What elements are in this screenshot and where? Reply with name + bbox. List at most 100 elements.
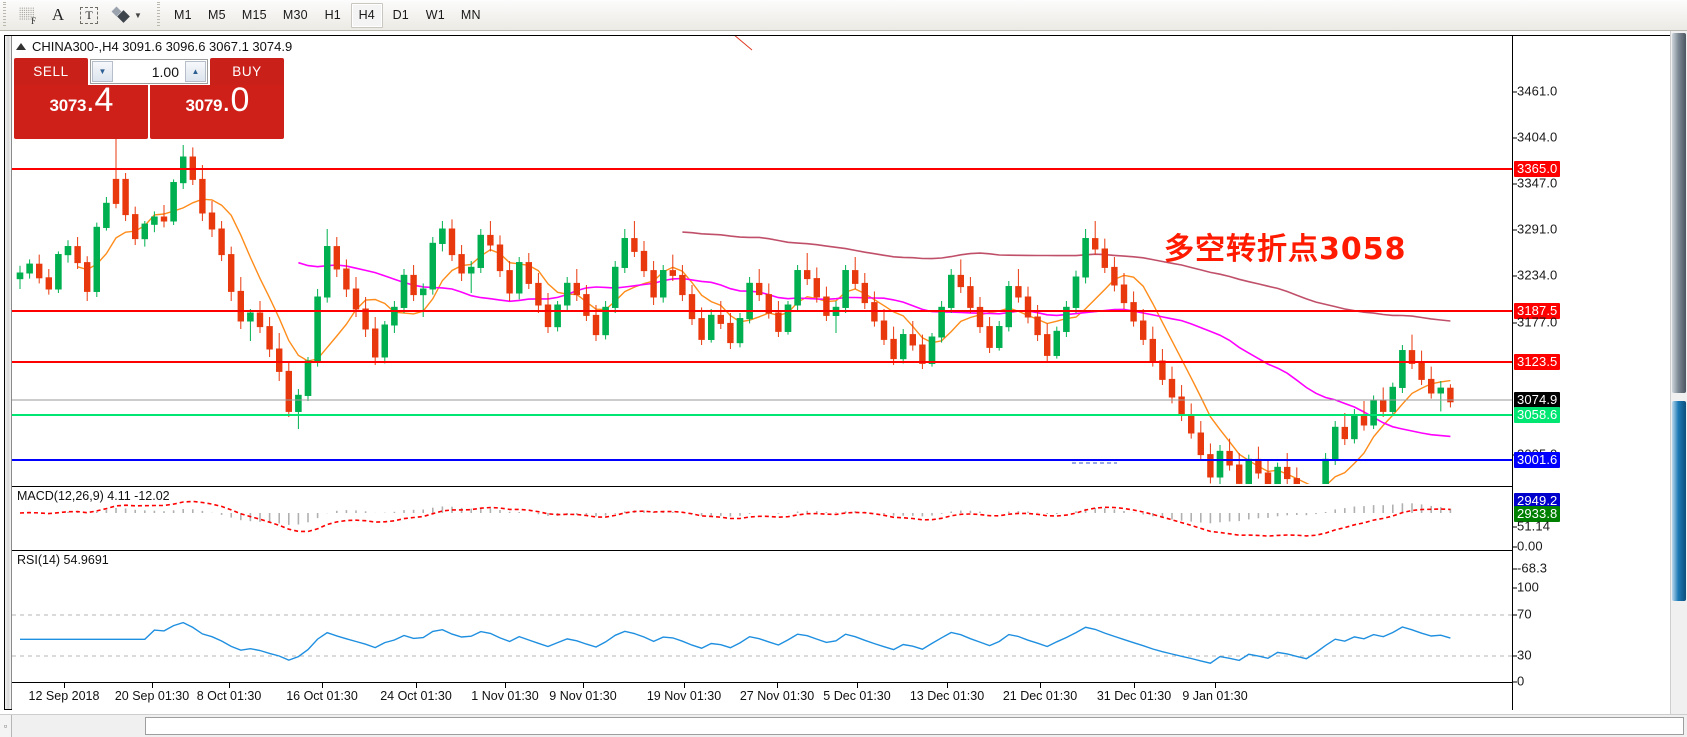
buy-label[interactable]: BUY (210, 58, 284, 85)
collapse-triangle-icon[interactable] (16, 43, 26, 50)
toolbar-grip-2[interactable] (154, 2, 164, 28)
price-label-3123-5: 3123.5 (1514, 354, 1561, 370)
candle-body (487, 234, 494, 246)
timeframe-m1[interactable]: M1 (174, 8, 192, 22)
text-box-icon[interactable]: T (74, 3, 104, 28)
time-label: 21 Dec 01:30 (1002, 689, 1078, 703)
scrollbar-thumb-upper[interactable] (1672, 33, 1686, 393)
crosshair-f-icon[interactable]: F (13, 3, 42, 28)
timeframe-m5[interactable]: M5 (208, 8, 226, 22)
candle-body (1159, 360, 1166, 380)
candle-body (160, 216, 168, 222)
status-bar: ▫ (0, 714, 1687, 737)
price-label--68-3: -68.3 (1513, 561, 1547, 576)
candle-body-fill (429, 242, 437, 290)
toolbar-grip-1[interactable] (1, 2, 10, 28)
candle-body (1380, 400, 1387, 412)
timeframe-m30[interactable]: M30 (282, 8, 308, 22)
price-tick (1513, 546, 1517, 547)
macd-histogram (28, 503, 1452, 525)
candle-body (1034, 316, 1041, 336)
time-label: 12 Sep 2018 (28, 689, 100, 703)
time-tick (684, 683, 685, 688)
candle-body (967, 286, 974, 308)
candle-body-fill (1274, 466, 1281, 484)
status-bar-input[interactable] (145, 717, 1684, 735)
price-label-text: 100 (1517, 579, 1539, 595)
time-axis[interactable]: 12 Sep 2018 20 Sep 01:30 8 Oct 01:30 16 Oct… (12, 682, 1512, 710)
candle-body-fill (516, 262, 523, 294)
time-label: 19 Nov 01:30 (646, 689, 722, 703)
shapes-icon[interactable]: ▼ (106, 3, 148, 28)
timeframe-d1[interactable]: D1 (392, 8, 409, 22)
macd-signal-line (19, 500, 1451, 537)
timeframe-w1[interactable]: W1 (425, 8, 445, 22)
time-label: 9 Jan 01:30 (1182, 689, 1248, 703)
scrollbar-thumb-lower[interactable] (1672, 401, 1686, 601)
candle-body (909, 334, 916, 346)
price-tick (1513, 681, 1517, 682)
candle-body-fill (103, 202, 110, 228)
candle-body-fill (420, 288, 427, 296)
volume-increase-button[interactable]: ▲ (185, 61, 206, 82)
candle-body (1207, 454, 1214, 478)
sell-label[interactable]: SELL (14, 58, 88, 85)
symbol-header: CHINA300-,H4 3091.6 3096.6 3067.1 3074.9 (16, 39, 292, 54)
candle-body-fill (391, 306, 398, 326)
price-label-text: 3187.5 (1517, 303, 1558, 318)
time-tick (947, 683, 948, 688)
candle-body (544, 304, 552, 328)
candle-body (1197, 432, 1204, 456)
timeframe-mn[interactable]: MN (460, 8, 481, 22)
candle-body-fill (928, 336, 936, 364)
candle-body (74, 246, 81, 264)
time-tick (777, 683, 778, 688)
text-label-icon[interactable]: A (51, 5, 65, 24)
candle-body (1101, 248, 1108, 268)
timeframe-m15[interactable]: M15 (241, 8, 267, 22)
candle-body-fill (746, 282, 753, 320)
price-label-3177-0: 3177.0 (1513, 315, 1557, 330)
price-label-3074-9: 3074.9 (1514, 392, 1561, 408)
price-label-text: 2933.8 (1517, 506, 1558, 521)
price-scale[interactable]: 3461.0 3404.0 3365.0 3347.0 3291.0 3234.0 3187… (1512, 36, 1678, 710)
candle-body (45, 277, 52, 290)
candle-body-fill (794, 270, 801, 306)
chevron-down-icon[interactable]: ▼ (134, 10, 142, 20)
rsi-pane[interactable]: RSI(14) 54.9691 (12, 550, 1512, 680)
candle-body (112, 178, 120, 204)
candle-body-fill (1437, 387, 1444, 394)
candle-body (1264, 472, 1272, 484)
time-label: 24 Oct 01:30 (380, 689, 452, 703)
candle-body-fill (564, 282, 571, 306)
candle-body-fill (468, 266, 475, 274)
candle-body (679, 274, 686, 296)
candle-body (890, 338, 897, 360)
time-label: 16 Oct 01:30 (286, 689, 358, 703)
candle-body-fill (842, 270, 849, 308)
candle-body (804, 270, 811, 280)
candle-body (919, 344, 926, 364)
volume-stepper[interactable]: ▼ 1.00 ▲ (90, 59, 208, 84)
timeframe-h4[interactable]: H4 (350, 2, 383, 28)
price-label-3461-0: 3461.0 (1513, 84, 1557, 99)
buy-price-button[interactable]: 3079 . 0 (150, 83, 284, 139)
time-tick (322, 683, 323, 688)
volume-value[interactable]: 1.00 (151, 63, 179, 80)
volume-decrease-button[interactable]: ▼ (92, 61, 113, 82)
candle-body-fill (1370, 400, 1377, 426)
macd-pane[interactable]: MACD(12,26,9) 4.11 -12.02 (12, 486, 1512, 548)
sell-price-button[interactable]: 3073 . 4 (14, 83, 148, 139)
price-label-text: 3365.0 (1517, 161, 1558, 176)
timeframe-h1[interactable]: H1 (324, 8, 341, 22)
left-gutter[interactable] (5, 36, 12, 709)
candle-body (1044, 334, 1051, 356)
candle-body (496, 244, 504, 272)
candle-body (1341, 426, 1348, 440)
candle-body (1120, 284, 1128, 304)
timeframe-group: M1 M5 M15 M30 H1 H4 D1 W1 MN (166, 2, 489, 28)
trendline-ray[interactable] (702, 36, 753, 51)
time-tick (1040, 683, 1041, 688)
vertical-scrollbar[interactable] (1670, 31, 1687, 714)
status-bar-icon[interactable]: ▫ (0, 715, 12, 737)
